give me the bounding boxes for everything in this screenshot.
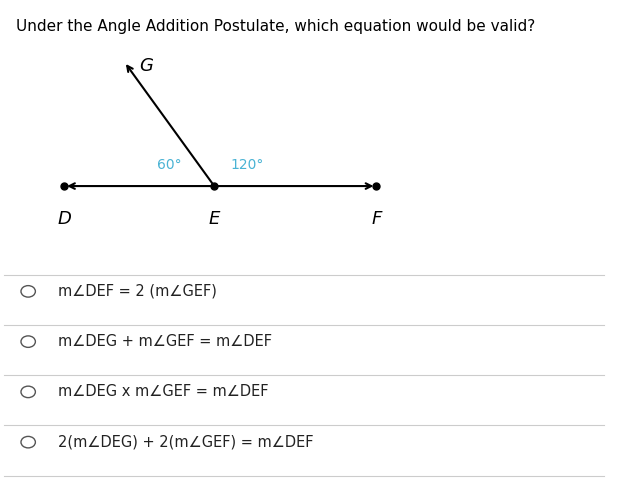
Text: 60°: 60° [157,158,181,172]
Text: Under the Angle Addition Postulate, which equation would be valid?: Under the Angle Addition Postulate, whic… [16,19,535,34]
Text: D: D [57,210,71,228]
Text: F: F [371,210,381,228]
Text: m∠DEG x m∠GEF = m∠DEF: m∠DEG x m∠GEF = m∠DEF [58,384,269,399]
Text: 2(m∠DEG) + 2(m∠GEF) = m∠DEF: 2(m∠DEG) + 2(m∠GEF) = m∠DEF [58,434,313,450]
Text: m∠DEG + m∠GEF = m∠DEF: m∠DEG + m∠GEF = m∠DEF [58,334,272,349]
Text: G: G [139,57,153,75]
Text: 120°: 120° [231,158,264,172]
Text: E: E [208,210,220,228]
Text: m∠DEF = 2 (m∠GEF): m∠DEF = 2 (m∠GEF) [58,284,217,299]
